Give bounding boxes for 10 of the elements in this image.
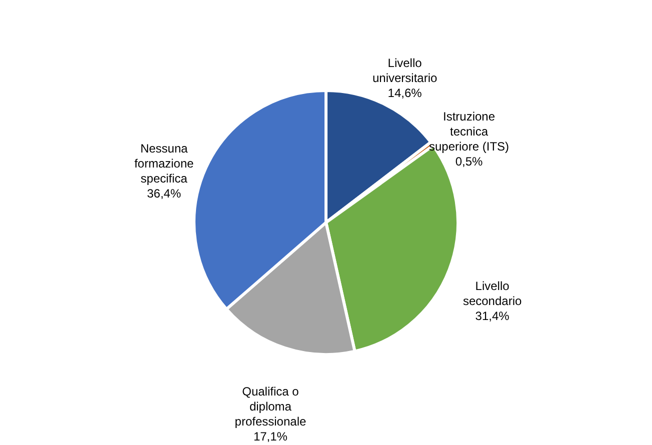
data-label: 17,1% xyxy=(253,430,288,444)
slice-label: Nessuna formazione specifica xyxy=(134,142,194,186)
slice-label: Livello secondario xyxy=(462,278,522,308)
slice-label: Istruzione tecnica superiore (ITS) xyxy=(428,110,510,154)
data-label: 31,4% xyxy=(475,308,510,323)
slice-label: Qualifica o diploma professionale xyxy=(234,384,306,429)
data-label: 36,4% xyxy=(146,186,182,201)
data-label: 14,6% xyxy=(388,86,422,100)
slice-label: Livello universitario xyxy=(372,56,438,85)
data-label: 0,5% xyxy=(455,154,484,169)
